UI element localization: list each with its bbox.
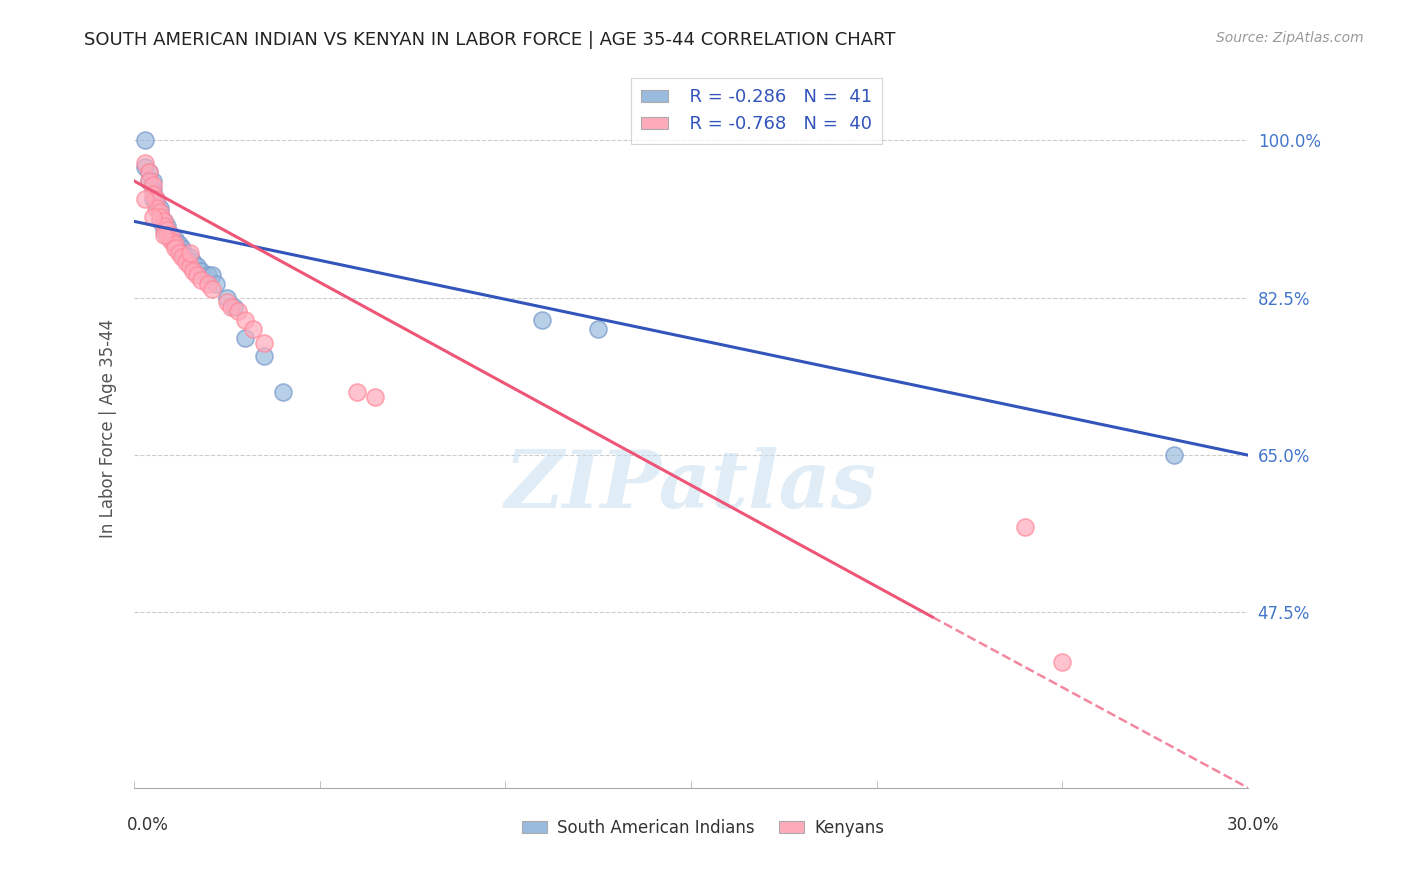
Point xyxy=(1163,448,1185,462)
Text: Source: ZipAtlas.com: Source: ZipAtlas.com xyxy=(1216,31,1364,45)
Point xyxy=(149,214,172,228)
Point xyxy=(142,174,165,188)
Point xyxy=(183,255,205,269)
Point xyxy=(201,268,224,283)
Text: SOUTH AMERICAN INDIAN VS KENYAN IN LABOR FORCE | AGE 35-44 CORRELATION CHART: SOUTH AMERICAN INDIAN VS KENYAN IN LABOR… xyxy=(84,31,896,49)
Point xyxy=(142,178,165,193)
Point xyxy=(172,245,194,260)
Point xyxy=(134,133,156,147)
Point xyxy=(226,304,249,318)
Point xyxy=(160,227,183,242)
Point xyxy=(138,165,160,179)
Point xyxy=(235,331,257,345)
Point xyxy=(145,196,167,211)
Point xyxy=(160,227,183,242)
Point xyxy=(138,165,160,179)
Point xyxy=(174,255,197,269)
Point xyxy=(179,250,201,264)
Point xyxy=(156,227,179,242)
Point xyxy=(138,174,160,188)
Point xyxy=(152,214,174,228)
Point xyxy=(149,205,172,219)
Point xyxy=(186,260,208,274)
Point xyxy=(156,223,179,237)
Point xyxy=(167,245,190,260)
Point xyxy=(160,232,183,246)
Point xyxy=(253,335,276,350)
Point xyxy=(586,322,609,336)
Point xyxy=(197,268,219,283)
Point xyxy=(149,205,172,219)
Point xyxy=(163,236,186,251)
Point xyxy=(364,390,387,404)
Point xyxy=(346,385,368,400)
Point xyxy=(152,214,174,228)
Point xyxy=(163,232,186,246)
Point xyxy=(167,241,190,255)
Point xyxy=(179,260,201,274)
Point xyxy=(219,300,242,314)
Point xyxy=(242,322,264,336)
Point xyxy=(149,201,172,215)
Point xyxy=(235,313,257,327)
Point xyxy=(172,250,194,264)
Point xyxy=(224,300,246,314)
Point xyxy=(163,236,186,251)
Point xyxy=(142,210,165,224)
Point xyxy=(156,223,179,237)
Point xyxy=(1052,655,1074,669)
Point xyxy=(145,201,167,215)
Point xyxy=(1014,520,1036,534)
Point xyxy=(531,313,554,327)
Point xyxy=(183,264,205,278)
Point xyxy=(156,227,179,242)
Point xyxy=(152,227,174,242)
Point xyxy=(215,291,238,305)
Y-axis label: In Labor Force | Age 35-44: In Labor Force | Age 35-44 xyxy=(100,318,117,538)
Text: 0.0%: 0.0% xyxy=(127,816,169,834)
Point xyxy=(134,156,156,170)
Point xyxy=(156,219,179,233)
Point xyxy=(142,187,165,202)
Point xyxy=(215,295,238,310)
Legend:   R = -0.286   N =  41,   R = -0.768   N =  40: R = -0.286 N = 41, R = -0.768 N = 40 xyxy=(630,78,883,145)
Point xyxy=(167,236,190,251)
Point xyxy=(145,192,167,206)
Point xyxy=(190,273,212,287)
Legend: South American Indians, Kenyans: South American Indians, Kenyans xyxy=(515,813,891,844)
Point xyxy=(174,250,197,264)
Point xyxy=(163,241,186,255)
Point xyxy=(152,219,174,233)
Point xyxy=(271,385,294,400)
Point xyxy=(253,349,276,363)
Text: ZIPatlas: ZIPatlas xyxy=(505,447,877,524)
Point xyxy=(145,192,167,206)
Point xyxy=(179,245,201,260)
Point xyxy=(134,161,156,175)
Text: 30.0%: 30.0% xyxy=(1227,816,1279,834)
Point xyxy=(152,223,174,237)
Point xyxy=(142,183,165,197)
Point xyxy=(142,192,165,206)
Point xyxy=(201,282,224,296)
Point xyxy=(134,192,156,206)
Point xyxy=(172,241,194,255)
Point xyxy=(138,174,160,188)
Point xyxy=(149,210,172,224)
Point xyxy=(204,277,226,292)
Point xyxy=(160,234,183,248)
Point xyxy=(190,264,212,278)
Point xyxy=(186,268,208,283)
Point xyxy=(197,277,219,292)
